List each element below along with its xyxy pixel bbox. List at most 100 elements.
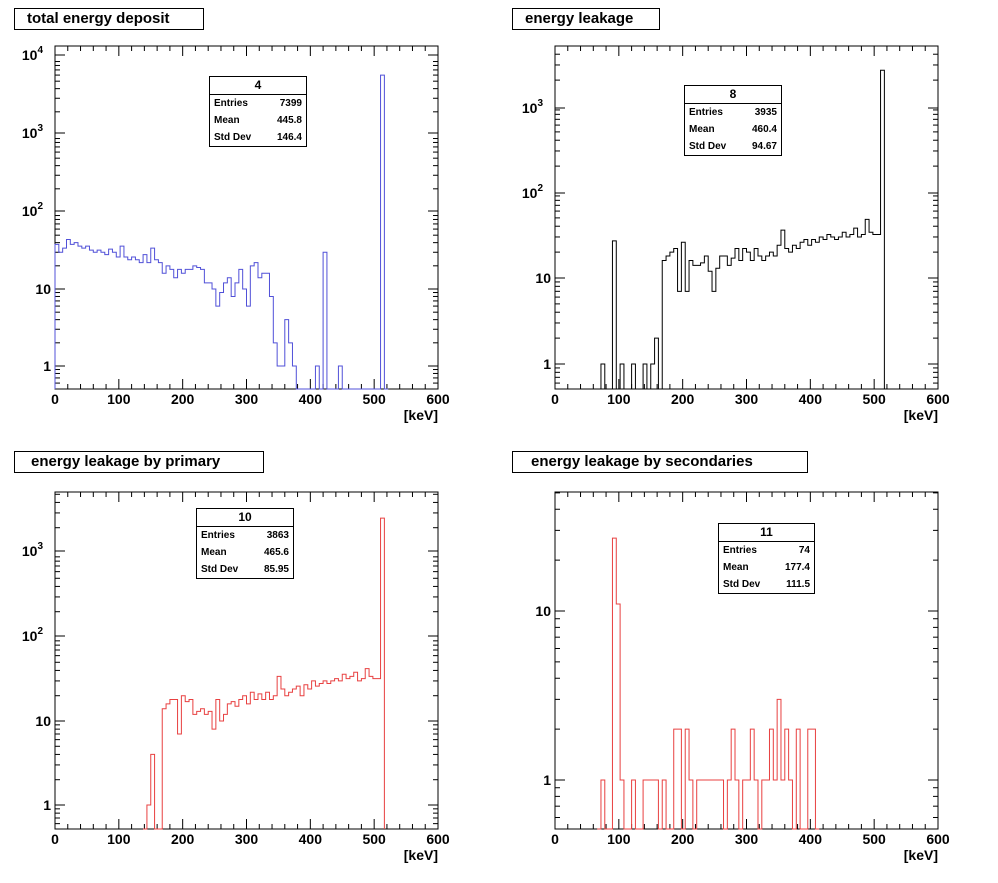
histogram-bin bbox=[277, 366, 281, 389]
histogram-bin bbox=[632, 780, 636, 829]
stats-id: 8 bbox=[685, 86, 781, 104]
histogram-bin bbox=[235, 706, 239, 829]
stats-entries-label: Entries bbox=[214, 98, 248, 109]
histogram-bin bbox=[216, 306, 220, 389]
histogram-bin bbox=[647, 780, 651, 829]
histogram-bin bbox=[697, 265, 701, 389]
y-tick-label: 102 bbox=[22, 201, 44, 219]
stats-mean-label: Mean bbox=[201, 547, 227, 558]
histogram-bin bbox=[331, 681, 335, 829]
histogram-bin bbox=[201, 269, 205, 389]
histogram-bin bbox=[758, 256, 762, 389]
histogram-bin bbox=[651, 780, 655, 829]
stats-id: 4 bbox=[210, 77, 306, 95]
x-tick-label: 400 bbox=[299, 831, 323, 847]
stats-entries-value: 3935 bbox=[754, 107, 777, 118]
x-tick-label: 500 bbox=[362, 831, 386, 847]
histogram-bin bbox=[724, 256, 728, 389]
histogram-bin bbox=[850, 235, 854, 389]
histogram-bin bbox=[815, 242, 819, 389]
histogram-bin bbox=[143, 255, 147, 389]
stats-std-label: Std Dev bbox=[214, 132, 252, 143]
x-tick-label: 600 bbox=[426, 391, 450, 407]
y-tick-exponent: 2 bbox=[537, 183, 543, 194]
stats-entries-value: 3863 bbox=[266, 530, 289, 541]
histogram-bin bbox=[227, 704, 231, 829]
histogram-bin bbox=[739, 260, 743, 389]
histogram-series bbox=[54, 74, 389, 390]
stats-std-label: Std Dev bbox=[689, 141, 727, 152]
histogram-bin bbox=[689, 260, 693, 389]
histogram-bin bbox=[269, 296, 273, 389]
histogram-bin bbox=[704, 780, 708, 829]
histogram-plot: 0 100 200 300 400 500 600[keV] 1 10 102 103 104 bbox=[22, 45, 450, 423]
x-tick-label: 400 bbox=[299, 391, 323, 407]
histogram-bin bbox=[831, 237, 835, 389]
histogram-bin bbox=[239, 269, 243, 389]
x-tick-label: 500 bbox=[862, 831, 886, 847]
histogram-bin bbox=[63, 248, 67, 389]
histogram-bin bbox=[185, 269, 189, 389]
stats-std-value: 111.5 bbox=[786, 579, 810, 590]
histogram-bin bbox=[750, 729, 754, 829]
x-tick-label: 400 bbox=[799, 391, 823, 407]
histogram-bin bbox=[381, 518, 385, 829]
histogram-bin bbox=[781, 230, 785, 389]
histogram-bin bbox=[139, 263, 143, 389]
histogram-bin bbox=[273, 696, 277, 829]
histogram-bin bbox=[70, 244, 74, 389]
histogram-bin bbox=[285, 320, 289, 389]
histogram-bin bbox=[82, 248, 86, 389]
histogram-bin bbox=[174, 278, 178, 389]
histogram-bin bbox=[86, 246, 90, 389]
histogram-bin bbox=[178, 269, 182, 389]
stats-entries-label: Entries bbox=[723, 545, 757, 556]
histogram-bin bbox=[116, 257, 120, 389]
histogram-bin bbox=[354, 672, 358, 829]
histogram-bin bbox=[342, 674, 346, 829]
x-tick-label: 200 bbox=[671, 831, 695, 847]
histogram-bin bbox=[350, 676, 354, 829]
histogram-bin bbox=[693, 265, 697, 389]
histogram-bin bbox=[304, 685, 308, 829]
stats-entries-label: Entries bbox=[201, 530, 235, 541]
histogram-bin bbox=[162, 273, 166, 389]
histogram-bin bbox=[773, 780, 777, 829]
x-tick-label: 100 bbox=[607, 831, 631, 847]
histogram-bin bbox=[338, 366, 342, 389]
x-tick-label: 500 bbox=[362, 391, 386, 407]
histogram-bin bbox=[212, 729, 216, 829]
histogram-bin bbox=[59, 252, 63, 389]
histogram-bin bbox=[735, 780, 739, 829]
histogram-bin bbox=[712, 291, 716, 389]
chart-title: total energy deposit bbox=[14, 8, 204, 30]
histogram-bin bbox=[365, 669, 369, 829]
histogram-bin bbox=[166, 704, 170, 829]
histogram-bin bbox=[747, 780, 751, 829]
histogram-bin bbox=[273, 343, 277, 389]
histogram-bin bbox=[147, 263, 151, 389]
histogram-bin bbox=[792, 245, 796, 389]
histogram-bin bbox=[666, 256, 670, 389]
histogram-bin bbox=[243, 696, 247, 829]
stats-entries-value: 7399 bbox=[279, 98, 302, 109]
histogram-bin bbox=[97, 250, 101, 389]
histogram-bin bbox=[812, 729, 816, 829]
histogram-bin bbox=[262, 273, 266, 389]
chart-pad-energy-leakage-by-primary: energy leakage by primary 0 100 200 300 400 5… bbox=[0, 441, 499, 883]
stats-entries-value: 74 bbox=[798, 545, 810, 556]
histogram-bin bbox=[747, 252, 751, 389]
histogram-bin bbox=[777, 245, 781, 389]
histogram-bin bbox=[704, 256, 708, 389]
histogram-bin bbox=[701, 780, 705, 829]
histogram-bin bbox=[250, 692, 254, 829]
y-tick-label: 103 bbox=[22, 123, 44, 141]
histogram-bin bbox=[204, 714, 208, 829]
histogram-bin bbox=[120, 246, 124, 389]
histogram-bin bbox=[838, 237, 842, 389]
histogram-bin bbox=[681, 242, 685, 389]
histogram-bin bbox=[285, 696, 289, 829]
x-tick-label: 600 bbox=[926, 831, 950, 847]
histogram-bin bbox=[266, 273, 270, 389]
y-tick-label: 104 bbox=[22, 45, 44, 63]
